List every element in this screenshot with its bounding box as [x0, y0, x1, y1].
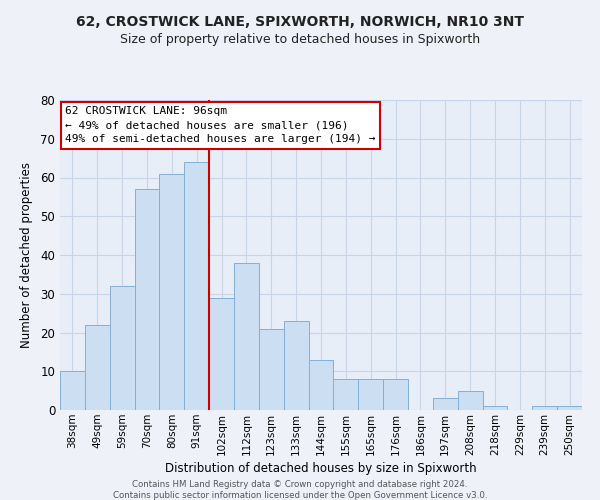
X-axis label: Distribution of detached houses by size in Spixworth: Distribution of detached houses by size … — [165, 462, 477, 475]
Text: 62, CROSTWICK LANE, SPIXWORTH, NORWICH, NR10 3NT: 62, CROSTWICK LANE, SPIXWORTH, NORWICH, … — [76, 15, 524, 29]
Text: Contains HM Land Registry data © Crown copyright and database right 2024.: Contains HM Land Registry data © Crown c… — [132, 480, 468, 489]
Y-axis label: Number of detached properties: Number of detached properties — [20, 162, 34, 348]
Bar — [134, 189, 160, 410]
Bar — [60, 371, 85, 410]
Bar — [259, 328, 284, 410]
Bar — [184, 162, 209, 410]
Bar — [284, 321, 308, 410]
Text: Size of property relative to detached houses in Spixworth: Size of property relative to detached ho… — [120, 32, 480, 46]
Bar — [482, 406, 508, 410]
Text: 62 CROSTWICK LANE: 96sqm
← 49% of detached houses are smaller (196)
49% of semi-: 62 CROSTWICK LANE: 96sqm ← 49% of detach… — [65, 106, 376, 144]
Bar — [458, 390, 482, 410]
Bar — [358, 379, 383, 410]
Bar — [383, 379, 408, 410]
Text: Contains public sector information licensed under the Open Government Licence v3: Contains public sector information licen… — [113, 491, 487, 500]
Bar — [160, 174, 184, 410]
Bar — [557, 406, 582, 410]
Bar — [433, 398, 458, 410]
Bar — [234, 263, 259, 410]
Bar — [209, 298, 234, 410]
Bar — [334, 379, 358, 410]
Bar — [308, 360, 334, 410]
Bar — [532, 406, 557, 410]
Bar — [110, 286, 134, 410]
Bar — [85, 325, 110, 410]
